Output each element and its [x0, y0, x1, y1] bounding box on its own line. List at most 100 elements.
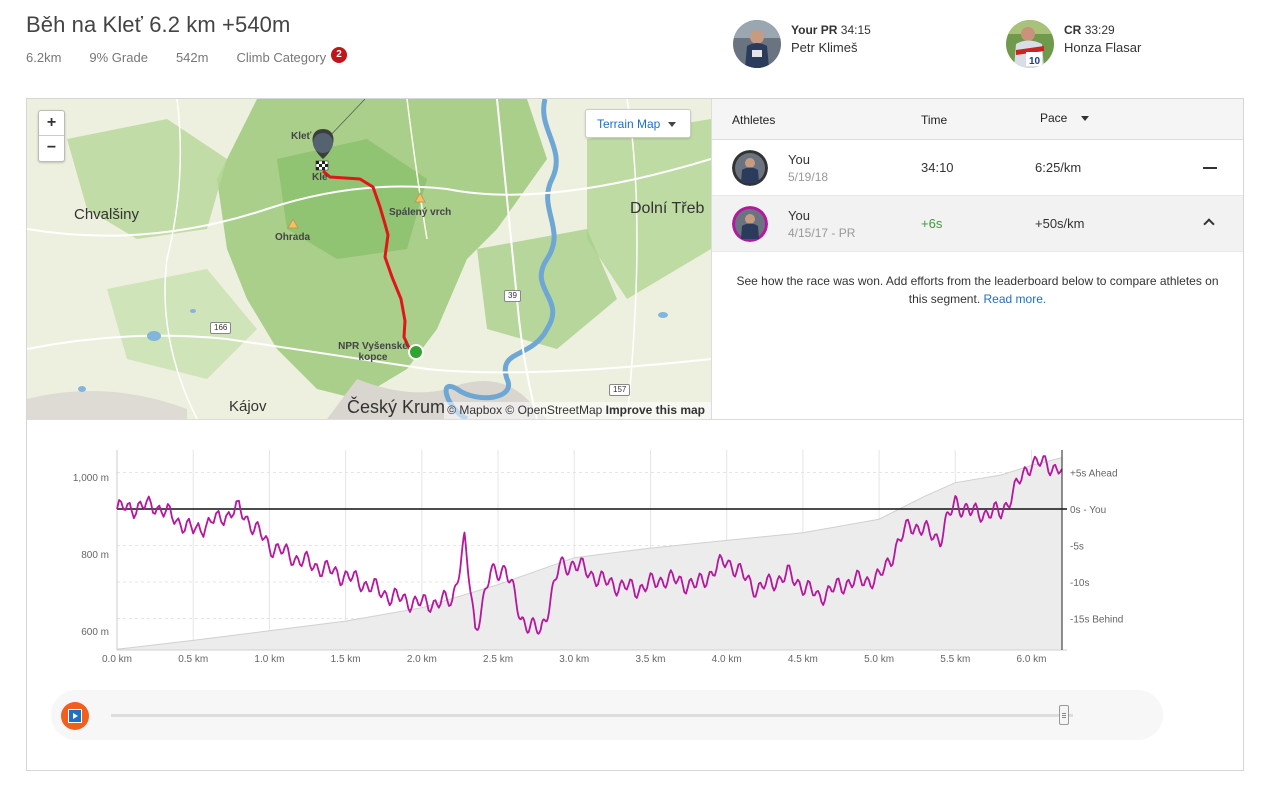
effort-date: 4/15/17 - PR: [788, 226, 856, 240]
y-right-tick-label: 0s - You: [1070, 505, 1106, 516]
road-number-39: 39: [504, 290, 521, 302]
x-tick-label: 0.0 km: [102, 654, 132, 665]
cr-label: CR: [1064, 23, 1082, 37]
x-tick-label: 4.5 km: [788, 654, 818, 665]
compare-note-text: See how the race was won. Add efforts fr…: [736, 274, 1219, 306]
pr-athlete[interactable]: Petr Klimeš: [791, 40, 858, 55]
leaderboard-header: Athletes Time Pace: [712, 99, 1243, 140]
climb-category: Climb Category 2: [236, 46, 375, 65]
playback-track[interactable]: [111, 714, 1073, 717]
athlete-name: You: [788, 152, 810, 167]
x-tick-label: 5.5 km: [940, 654, 970, 665]
map-terrain: [27, 99, 711, 419]
climb-category-badge: 2: [331, 46, 348, 63]
caret-down-icon: [668, 122, 676, 127]
remove-effort-button[interactable]: [1203, 158, 1217, 176]
x-tick-label: 5.0 km: [864, 654, 894, 665]
y-left-tick-label: 1,000 m: [73, 473, 109, 484]
minus-icon: [1203, 167, 1217, 169]
effort-date: 5/19/18: [788, 170, 829, 184]
map-label-spaleny-vrch: Spálený vrch: [389, 207, 452, 218]
zoom-in-button[interactable]: +: [39, 111, 64, 136]
svg-text:10: 10: [1029, 56, 1041, 67]
leaderboard-row[interactable]: You 5/19/18 34:10 6:25/km: [712, 140, 1243, 196]
map-label-klet: Kleť: [291, 131, 312, 142]
map-label-chvalsiny: Chvalšiny: [74, 206, 140, 223]
segment-leaderboard: Athletes Time Pace You 5/19/18 34:10 6:2…: [711, 99, 1243, 419]
y-right-tick-label: +5s Ahead: [1070, 469, 1118, 480]
map-label-cesky-krumlov: Český Krum: [347, 397, 446, 417]
map-label-kajov: Kájov: [229, 398, 267, 415]
cr-athlete[interactable]: Honza Flasar: [1064, 40, 1142, 55]
course-record[interactable]: 10 CR 33:29 Honza Flasar: [1006, 20, 1141, 68]
distance-stat: 6.2km: [26, 50, 62, 65]
pr-avatar[interactable]: [733, 20, 781, 68]
pr-label: Your PR: [791, 23, 838, 37]
effort-time-diff: +6s: [921, 216, 943, 231]
col-pace[interactable]: Pace: [1040, 111, 1068, 125]
effort-pace-diff: +50s/km: [1035, 216, 1085, 231]
road-number-166: 166: [210, 322, 232, 334]
play-icon: [68, 709, 82, 723]
athlete-avatar: [732, 206, 768, 242]
y-left-tick-label: 600 m: [81, 627, 109, 638]
segment-panel: Chvalšiny Dolní Třeb Kájov Český Krum Kl…: [26, 98, 1244, 771]
personal-record[interactable]: Your PR 34:15 Petr Klimeš: [733, 20, 871, 68]
x-tick-label: 1.5 km: [331, 654, 361, 665]
athlete-avatar: [732, 150, 768, 186]
playback-scrubber-handle[interactable]: [1059, 705, 1069, 725]
col-athletes: Athletes: [732, 113, 776, 127]
effort-pace: 6:25/km: [1035, 160, 1082, 175]
segment-title: Běh na Kleť 6.2 km +540m: [26, 12, 291, 37]
elevation-stat: 542m: [175, 50, 209, 65]
elevation-area: [116, 457, 1063, 651]
cr-time: 33:29: [1084, 23, 1115, 37]
map-label-npr-line1: NPR Vyšenské: [338, 341, 408, 352]
y-left-tick-label: 800 m: [81, 550, 109, 561]
x-tick-label: 6.0 km: [1017, 654, 1047, 665]
x-tick-label: 2.5 km: [483, 654, 513, 665]
attribution-text[interactable]: © Mapbox © OpenStreetMap: [447, 403, 603, 417]
map-attribution: © Mapbox © OpenStreetMap Improve this ma…: [444, 402, 711, 419]
segment-header: Běh na Kleť 6.2 km +540m 6.2km 9% Grade …: [26, 12, 375, 65]
chevron-up-icon: [1203, 218, 1215, 230]
x-tick-label: 3.5 km: [635, 654, 665, 665]
leaderboard-row[interactable]: You 4/15/17 - PR +6s +50s/km: [712, 196, 1243, 252]
improve-map-link[interactable]: Improve this map: [605, 403, 705, 417]
map-label-ohrada: Ohrada: [275, 232, 311, 243]
road-number-157: 157: [609, 384, 631, 396]
pr-time: 34:15: [840, 23, 871, 37]
collapse-button[interactable]: [1203, 214, 1217, 232]
map-label-klet-short: Kle: [312, 172, 328, 183]
effort-time: 34:10: [921, 160, 954, 175]
athlete-name: You: [788, 208, 810, 223]
cr-avatar[interactable]: 10: [1006, 20, 1054, 68]
col-time: Time: [921, 113, 948, 127]
pace-sort-caret-icon[interactable]: [1081, 116, 1089, 121]
compare-note: See how the race was won. Add efforts fr…: [712, 252, 1243, 308]
x-tick-label: 1.0 km: [254, 654, 284, 665]
y-right-tick-label: -15s Behind: [1070, 615, 1123, 626]
y-right-tick-label: -5s: [1070, 542, 1084, 553]
map-label-npr: NPR Vyšenské kopce: [335, 341, 411, 363]
read-more-link[interactable]: Read more.: [983, 292, 1047, 306]
map-style-label: Terrain Map: [597, 117, 661, 131]
play-button[interactable]: [61, 702, 89, 730]
x-tick-label: 4.0 km: [712, 654, 742, 665]
segment-stats: 6.2km 9% Grade 542m Climb Category 2: [26, 46, 375, 65]
grade-stat: 9% Grade: [89, 50, 148, 65]
x-tick-label: 3.0 km: [559, 654, 589, 665]
time-gap-line: [116, 455, 1063, 635]
y-right-tick-label: -10s: [1070, 578, 1089, 589]
zoom-out-button[interactable]: −: [46, 139, 57, 156]
map-label-dolni-treb: Dolní Třeb: [630, 200, 705, 217]
x-tick-label: 2.0 km: [407, 654, 437, 665]
x-tick-label: 0.5 km: [178, 654, 208, 665]
chart-svg: 0.0 km 0.5 km 1.0 km 1.5 km 2.0 km 2.5 km 3.0 …: [73, 450, 1123, 665]
playback-bar: [51, 690, 1163, 740]
elevation-race-chart[interactable]: 0.0 km 0.5 km 1.0 km 1.5 km 2.0 km 2.5 km 3.0 …: [27, 419, 1243, 771]
climb-category-label: Climb Category: [236, 50, 327, 65]
map-style-dropdown[interactable]: Terrain Map: [585, 109, 691, 138]
segment-map[interactable]: Chvalšiny Dolní Třeb Kájov Český Krum Kl…: [27, 99, 711, 419]
map-label-npr-line2: kopce: [358, 352, 388, 363]
